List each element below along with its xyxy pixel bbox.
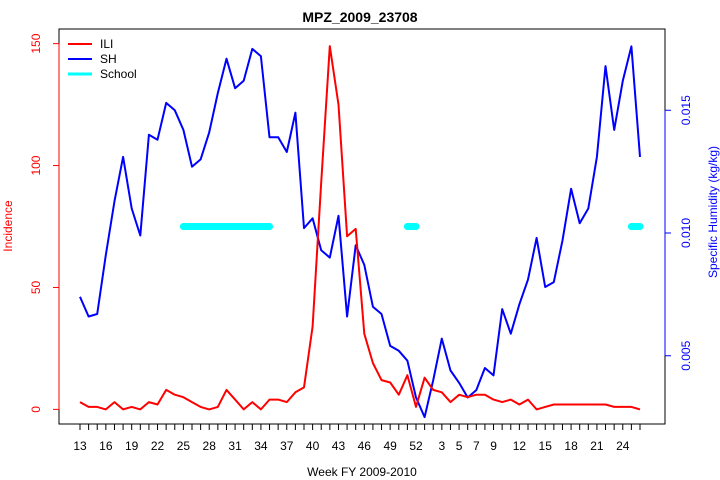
- x-tick-label-37-8: 37: [280, 439, 294, 453]
- x-tick-label-15-19: 15: [539, 439, 553, 453]
- series-line-sh: [79, 45, 641, 419]
- x-tick-label-24-22: 24: [616, 439, 630, 453]
- x-tick-label-13-0: 13: [73, 439, 87, 453]
- left-axis-label: Incidence: [1, 200, 15, 252]
- x-tick-label-12-18: 12: [513, 439, 527, 453]
- right-axis-label: Specific Humidity (kg/kg): [706, 146, 720, 278]
- x-tick-label-9-17: 9: [490, 439, 497, 453]
- x-tick-label-21-21: 21: [590, 439, 604, 453]
- left-tick-label-100: 100: [29, 155, 43, 175]
- x-tick-label-34-7: 34: [254, 439, 268, 453]
- x-tick-label-28-5: 28: [203, 439, 217, 453]
- x-tick-label-46-11: 46: [358, 439, 372, 453]
- x-tick-label-7-16: 7: [473, 439, 480, 453]
- left-tick-label-50: 50: [29, 280, 43, 294]
- x-tick-label-3-14: 3: [439, 439, 446, 453]
- right-tick-label-0.015: 0.015: [679, 95, 693, 125]
- legend-label-school: School: [100, 67, 137, 81]
- legend-label-ili: ILI: [100, 37, 113, 51]
- x-tick-label-25-4: 25: [177, 439, 191, 453]
- x-tick-label-49-12: 49: [383, 439, 397, 453]
- legend: ILI SH School: [68, 37, 137, 81]
- x-axis-label: Week FY 2009-2010: [307, 465, 417, 479]
- left-y-axis: 0 50 100 150: [29, 33, 60, 413]
- legend-label-sh: SH: [100, 52, 117, 66]
- right-tick-label-0.01: 0.010: [679, 218, 693, 248]
- x-tick-label-18-20: 18: [564, 439, 578, 453]
- x-tick-label-22-3: 22: [151, 439, 165, 453]
- x-axis: 13 16 19 22 25 28 31 34 37 40 43 46 49 52 3 5 7 9 12 15 18 21…: [73, 423, 641, 453]
- plot-frame: [58, 28, 666, 425]
- x-tick-label-52-13: 52: [409, 439, 423, 453]
- right-tick-label-0.005: 0.005: [679, 340, 693, 370]
- left-tick-label-150: 150: [29, 33, 43, 53]
- left-tick-label-0: 0: [29, 406, 43, 413]
- x-tick-label-43-10: 43: [332, 439, 346, 453]
- series-line-ili: [79, 45, 641, 411]
- x-tick-label-40-9: 40: [306, 439, 320, 453]
- plot-area: [79, 45, 644, 419]
- x-tick-label-19-2: 19: [125, 439, 139, 453]
- right-y-axis: 0.005 0.010 0.015: [664, 95, 693, 371]
- x-tick-label-16-1: 16: [99, 439, 113, 453]
- chart-title: MPZ_2009_23708: [302, 9, 417, 25]
- x-tick-label-31-6: 31: [228, 439, 242, 453]
- x-tick-label-5-15: 5: [456, 439, 463, 453]
